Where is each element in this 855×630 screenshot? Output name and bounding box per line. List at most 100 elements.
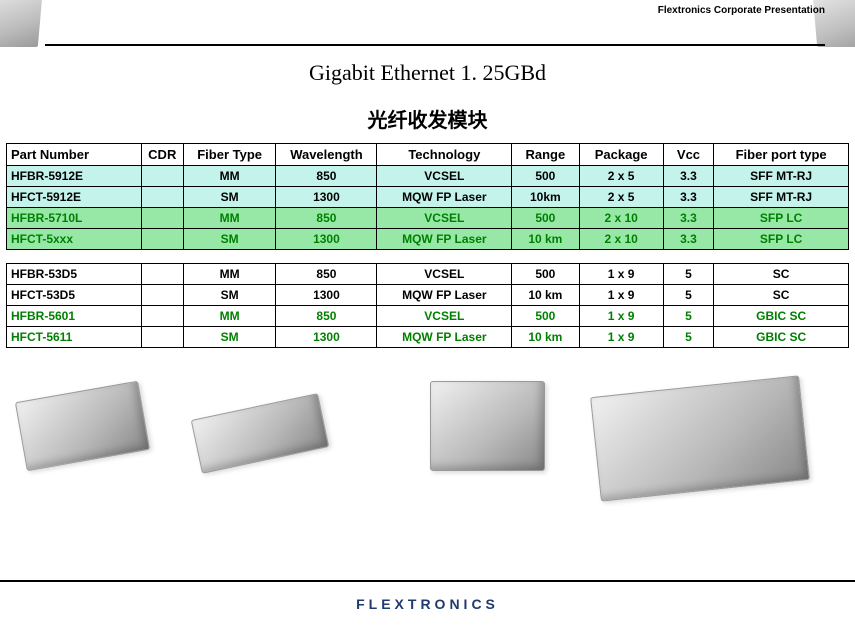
table-cell: 5 <box>663 327 714 348</box>
table-cell: MQW FP Laser <box>377 327 512 348</box>
table-cell: MM <box>183 306 276 327</box>
table-cell: 1 x 9 <box>579 264 663 285</box>
table-cell <box>141 166 183 187</box>
table-cell: 850 <box>276 264 377 285</box>
table-cell: SM <box>183 327 276 348</box>
footer-rule <box>0 580 855 582</box>
table-cell: VCSEL <box>377 264 512 285</box>
table-cell: 850 <box>276 166 377 187</box>
table-cell: 2 x 5 <box>579 187 663 208</box>
parts-table: Part NumberCDRFiber TypeWavelengthTechno… <box>6 143 849 348</box>
table-body: HFBR-5912EMM850VCSEL5002 x 53.3SFF MT-RJ… <box>7 166 849 348</box>
footer-logo: FLEXTRONICS <box>0 596 855 612</box>
table-cell: 850 <box>276 306 377 327</box>
table-cell: 5 <box>663 285 714 306</box>
col-header: Package <box>579 144 663 166</box>
table-cell: 2 x 10 <box>579 229 663 250</box>
module-images <box>0 356 855 506</box>
table-cell: SFP LC <box>714 229 849 250</box>
header-text: Flextronics Corporate Presentation <box>658 5 825 16</box>
table-cell: HFCT-5912E <box>7 187 142 208</box>
table-cell: 3.3 <box>663 166 714 187</box>
col-header: Fiber port type <box>714 144 849 166</box>
table-cell: 1 x 9 <box>579 285 663 306</box>
table-row: HFCT-5912E SM1300MQW FP Laser10km2 x 53.3… <box>7 187 849 208</box>
table-cell: 1300 <box>276 187 377 208</box>
header-rule <box>45 44 825 46</box>
table-spacer <box>7 250 849 264</box>
table-cell: 3.3 <box>663 208 714 229</box>
table-cell <box>141 187 183 208</box>
table-cell: 3.3 <box>663 187 714 208</box>
table-cell: 10 km <box>512 285 579 306</box>
table-cell: VCSEL <box>377 166 512 187</box>
table-cell: VCSEL <box>377 306 512 327</box>
table-cell: 1 x 9 <box>579 327 663 348</box>
table-cell: 850 <box>276 208 377 229</box>
table-cell: MM <box>183 264 276 285</box>
table-cell: SFF MT-RJ <box>714 166 849 187</box>
table-cell: MQW FP Laser <box>377 285 512 306</box>
table-cell: 500 <box>512 208 579 229</box>
table-cell <box>141 306 183 327</box>
table-cell: SFF MT-RJ <box>714 187 849 208</box>
table-cell: SC <box>714 285 849 306</box>
table-cell: 1300 <box>276 229 377 250</box>
decorative-photo-left <box>0 0 42 47</box>
table-cell: 500 <box>512 264 579 285</box>
table-cell: MQW FP Laser <box>377 229 512 250</box>
table-cell: 2 x 5 <box>579 166 663 187</box>
table-cell: HFCT-5611 <box>7 327 142 348</box>
table-cell: SM <box>183 187 276 208</box>
table-cell: 500 <box>512 306 579 327</box>
table-cell: HFBR-5710L <box>7 208 142 229</box>
table-cell: SM <box>183 285 276 306</box>
table-cell <box>141 229 183 250</box>
table-cell: 3.3 <box>663 229 714 250</box>
table-row: HFBR-5912E MM850VCSEL5002 x 53.3SFF MT-RJ <box>7 166 849 187</box>
table-cell: 5 <box>663 306 714 327</box>
table-header-row: Part NumberCDRFiber TypeWavelengthTechno… <box>7 144 849 166</box>
table-cell <box>141 285 183 306</box>
table-cell: VCSEL <box>377 208 512 229</box>
table-cell: 10 km <box>512 327 579 348</box>
col-header: Technology <box>377 144 512 166</box>
col-header: Range <box>512 144 579 166</box>
table-cell: 1300 <box>276 327 377 348</box>
table-cell: 2 x 10 <box>579 208 663 229</box>
table-cell: SM <box>183 229 276 250</box>
module-photo-3 <box>430 381 545 471</box>
table-cell: GBIC SC <box>714 306 849 327</box>
table-cell: 10 km <box>512 229 579 250</box>
table-cell: 1300 <box>276 285 377 306</box>
table-cell: HFBR-5912E <box>7 166 142 187</box>
title-main: Gigabit Ethernet 1. 25GBd <box>0 60 855 86</box>
table-cell <box>141 264 183 285</box>
table-cell: HFBR-53D5 <box>7 264 142 285</box>
table-cell <box>141 208 183 229</box>
table-cell: MM <box>183 166 276 187</box>
table-cell: 10km <box>512 187 579 208</box>
table-cell: SFP LC <box>714 208 849 229</box>
col-header: Vcc <box>663 144 714 166</box>
col-header: Wavelength <box>276 144 377 166</box>
col-header: Part Number <box>7 144 142 166</box>
table-row: HFBR-5710L MM850VCSEL5002 x 103.3SFP LC <box>7 208 849 229</box>
header-bar: Flextronics Corporate Presentation <box>0 0 855 50</box>
col-header: Fiber Type <box>183 144 276 166</box>
module-photo-2 <box>191 393 330 474</box>
table-wrap: Part NumberCDRFiber TypeWavelengthTechno… <box>0 143 855 348</box>
table-cell: MM <box>183 208 276 229</box>
table-row: HFBR-5601MM850VCSEL5001 x 95GBIC SC <box>7 306 849 327</box>
table-cell: SC <box>714 264 849 285</box>
table-cell: HFBR-5601 <box>7 306 142 327</box>
table-cell: HFCT-5xxx <box>7 229 142 250</box>
col-header: CDR <box>141 144 183 166</box>
table-cell: MQW FP Laser <box>377 187 512 208</box>
table-cell <box>141 327 183 348</box>
table-row: HFCT-5xxx SM1300MQW FP Laser10 km2 x 103.… <box>7 229 849 250</box>
table-cell: 500 <box>512 166 579 187</box>
table-cell: GBIC SC <box>714 327 849 348</box>
table-row: HFCT-5611 SM1300MQW FP Laser10 km1 x 95GB… <box>7 327 849 348</box>
module-photo-1 <box>15 381 150 472</box>
